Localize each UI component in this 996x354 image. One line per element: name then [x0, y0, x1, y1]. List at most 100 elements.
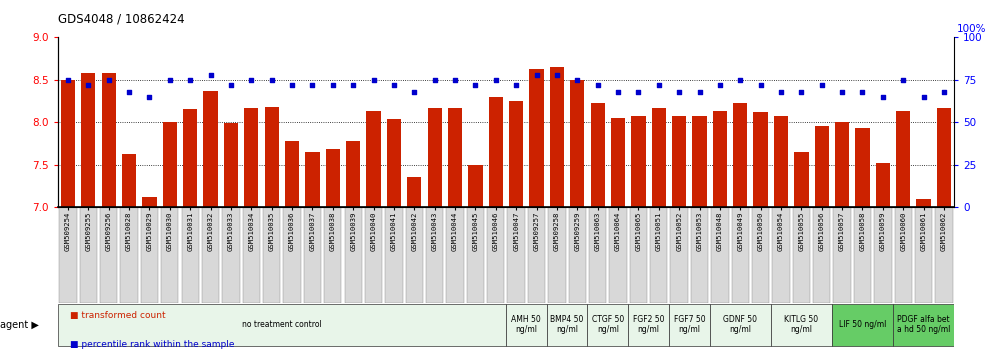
Point [223, 82, 239, 87]
Bar [102, 73, 116, 207]
Bar [754, 112, 768, 207]
Point [549, 72, 565, 78]
FancyBboxPatch shape [832, 304, 893, 346]
Point [182, 77, 198, 82]
FancyBboxPatch shape [345, 207, 362, 303]
FancyBboxPatch shape [263, 207, 280, 303]
FancyBboxPatch shape [752, 207, 769, 303]
Bar [468, 165, 482, 207]
FancyBboxPatch shape [854, 207, 872, 303]
FancyBboxPatch shape [548, 207, 566, 303]
FancyBboxPatch shape [771, 304, 832, 346]
FancyBboxPatch shape [405, 207, 423, 303]
FancyBboxPatch shape [793, 207, 810, 303]
Text: FGF2 50
ng/ml: FGF2 50 ng/ml [632, 315, 664, 335]
Text: no treatment control: no treatment control [242, 320, 322, 329]
Point [814, 82, 830, 87]
FancyBboxPatch shape [446, 207, 464, 303]
Bar [550, 67, 564, 207]
FancyBboxPatch shape [222, 207, 240, 303]
FancyBboxPatch shape [650, 207, 667, 303]
FancyBboxPatch shape [385, 207, 402, 303]
Point [630, 89, 646, 95]
FancyBboxPatch shape [691, 207, 708, 303]
Point [366, 77, 381, 82]
Bar [346, 141, 361, 207]
FancyBboxPatch shape [467, 207, 484, 303]
Point [712, 82, 728, 87]
Point [570, 77, 586, 82]
FancyBboxPatch shape [732, 207, 749, 303]
Bar [122, 154, 136, 207]
FancyBboxPatch shape [813, 207, 831, 303]
Bar [794, 152, 809, 207]
FancyBboxPatch shape [426, 207, 443, 303]
Bar [183, 109, 197, 207]
FancyBboxPatch shape [569, 207, 586, 303]
Point [488, 77, 504, 82]
FancyBboxPatch shape [100, 207, 118, 303]
Point [671, 89, 687, 95]
Bar [142, 197, 156, 207]
FancyBboxPatch shape [324, 207, 342, 303]
Point [447, 77, 463, 82]
Text: FGF7 50
ng/ml: FGF7 50 ng/ml [673, 315, 705, 335]
Point [895, 77, 911, 82]
Point [60, 77, 76, 82]
Bar [692, 116, 706, 207]
Bar [509, 101, 523, 207]
Bar [224, 123, 238, 207]
Point [590, 82, 606, 87]
Bar [244, 108, 258, 207]
Point [284, 82, 300, 87]
Point [855, 89, 871, 95]
Bar [651, 108, 666, 207]
Point [773, 89, 789, 95]
Bar [916, 199, 930, 207]
Text: AMH 50
ng/ml: AMH 50 ng/ml [512, 315, 541, 335]
Point [936, 89, 952, 95]
Text: ■ percentile rank within the sample: ■ percentile rank within the sample [70, 340, 234, 349]
Bar [530, 69, 544, 207]
FancyBboxPatch shape [711, 207, 728, 303]
Bar [82, 73, 96, 207]
Bar [326, 149, 340, 207]
Point [122, 89, 137, 95]
Bar [591, 103, 605, 207]
Bar [285, 141, 299, 207]
FancyBboxPatch shape [547, 304, 588, 346]
Bar [570, 80, 585, 207]
Point [101, 77, 117, 82]
Point [874, 94, 890, 99]
Bar [713, 111, 727, 207]
Bar [937, 108, 951, 207]
Point [610, 89, 626, 95]
Bar [306, 152, 320, 207]
Text: agent ▶: agent ▶ [0, 320, 39, 330]
Bar [896, 111, 910, 207]
FancyBboxPatch shape [202, 207, 219, 303]
FancyBboxPatch shape [610, 207, 626, 303]
Text: 100%: 100% [957, 24, 986, 34]
FancyBboxPatch shape [140, 207, 158, 303]
Bar [386, 119, 401, 207]
Bar [774, 116, 788, 207]
Text: KITLG 50
ng/ml: KITLG 50 ng/ml [784, 315, 819, 335]
Text: ■ transformed count: ■ transformed count [70, 312, 165, 320]
Point [264, 77, 280, 82]
FancyBboxPatch shape [80, 207, 97, 303]
Point [202, 72, 218, 78]
FancyBboxPatch shape [243, 207, 260, 303]
FancyBboxPatch shape [304, 207, 321, 303]
Point [406, 89, 422, 95]
Bar [61, 80, 75, 207]
FancyBboxPatch shape [935, 207, 952, 303]
FancyBboxPatch shape [181, 207, 199, 303]
FancyBboxPatch shape [528, 207, 545, 303]
Point [732, 77, 748, 82]
FancyBboxPatch shape [58, 304, 506, 346]
Point [915, 94, 931, 99]
FancyBboxPatch shape [161, 207, 178, 303]
Bar [672, 116, 686, 207]
FancyBboxPatch shape [60, 207, 77, 303]
